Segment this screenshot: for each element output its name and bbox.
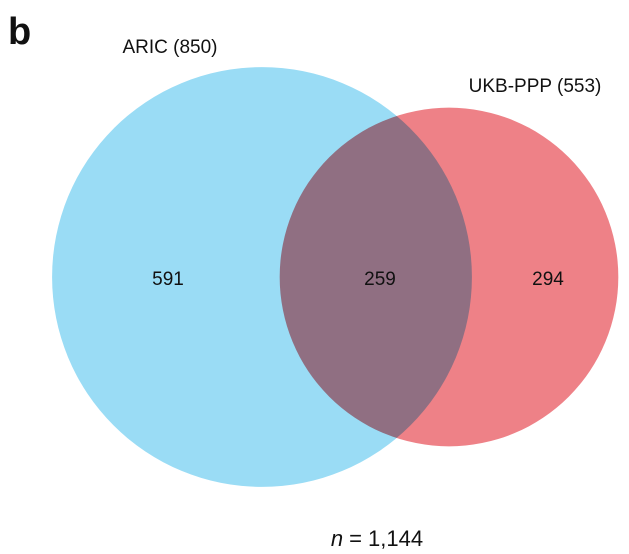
set-label: ARIC (850) (122, 37, 217, 58)
set-label: UKB-PPP (553) (469, 76, 602, 97)
total-symbol: n (331, 526, 343, 551)
total-value: 1,144 (368, 526, 423, 551)
region-value: 259 (364, 269, 396, 290)
venn-circles (52, 67, 619, 487)
region-value: 591 (152, 269, 184, 290)
set-circle (279, 107, 619, 447)
region-value: 294 (532, 269, 564, 290)
total: n = 1,144 (331, 526, 423, 551)
panel-label: b (8, 11, 31, 53)
total-relation: = (349, 526, 362, 551)
